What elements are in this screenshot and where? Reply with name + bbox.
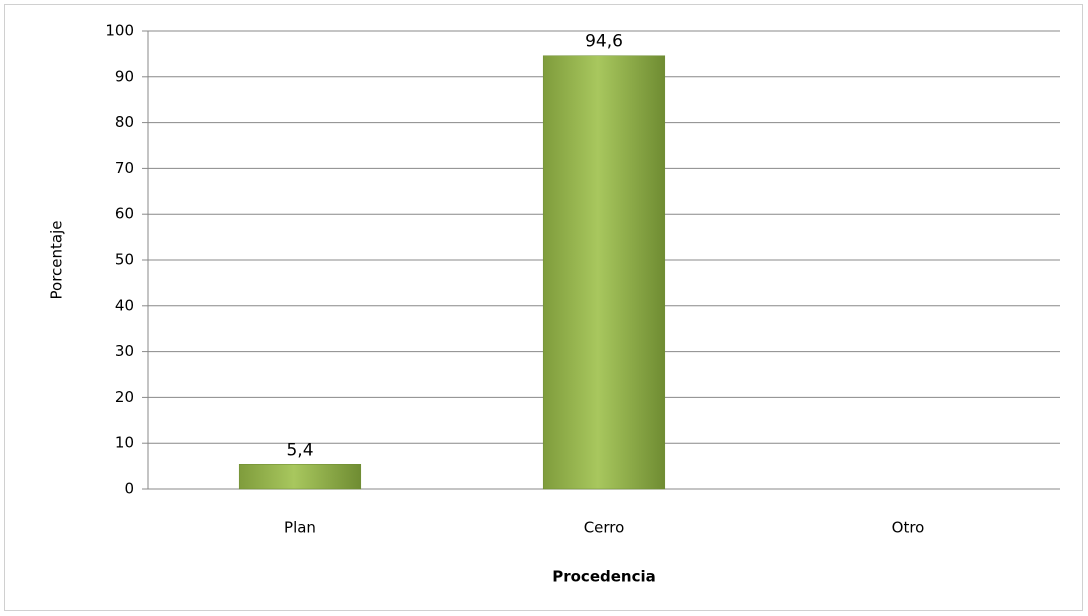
data-label: 94,6 — [585, 32, 623, 52]
bar — [238, 464, 362, 490]
data-label: 5,4 — [286, 440, 313, 460]
y-tick-label: 90 — [115, 67, 134, 85]
y-tick-label: 30 — [115, 342, 134, 360]
y-tick-label: 50 — [115, 251, 134, 269]
y-tick-label: 100 — [105, 22, 134, 40]
y-tick-label: 80 — [115, 113, 134, 131]
y-tick-label: 0 — [124, 480, 134, 498]
y-axis-label: Porcentaje — [48, 221, 66, 300]
y-tick-label: 20 — [115, 388, 134, 406]
x-tick-label: Otro — [892, 519, 925, 537]
y-tick-label: 70 — [115, 159, 134, 177]
y-tick-label: 10 — [115, 434, 134, 452]
y-tick-label: 40 — [115, 296, 134, 314]
x-tick-label: Cerro — [584, 519, 625, 537]
bar — [542, 55, 666, 490]
y-tick-label: 60 — [115, 205, 134, 223]
x-tick-label: Plan — [284, 519, 316, 537]
x-axis-label: Procedencia — [552, 568, 656, 586]
